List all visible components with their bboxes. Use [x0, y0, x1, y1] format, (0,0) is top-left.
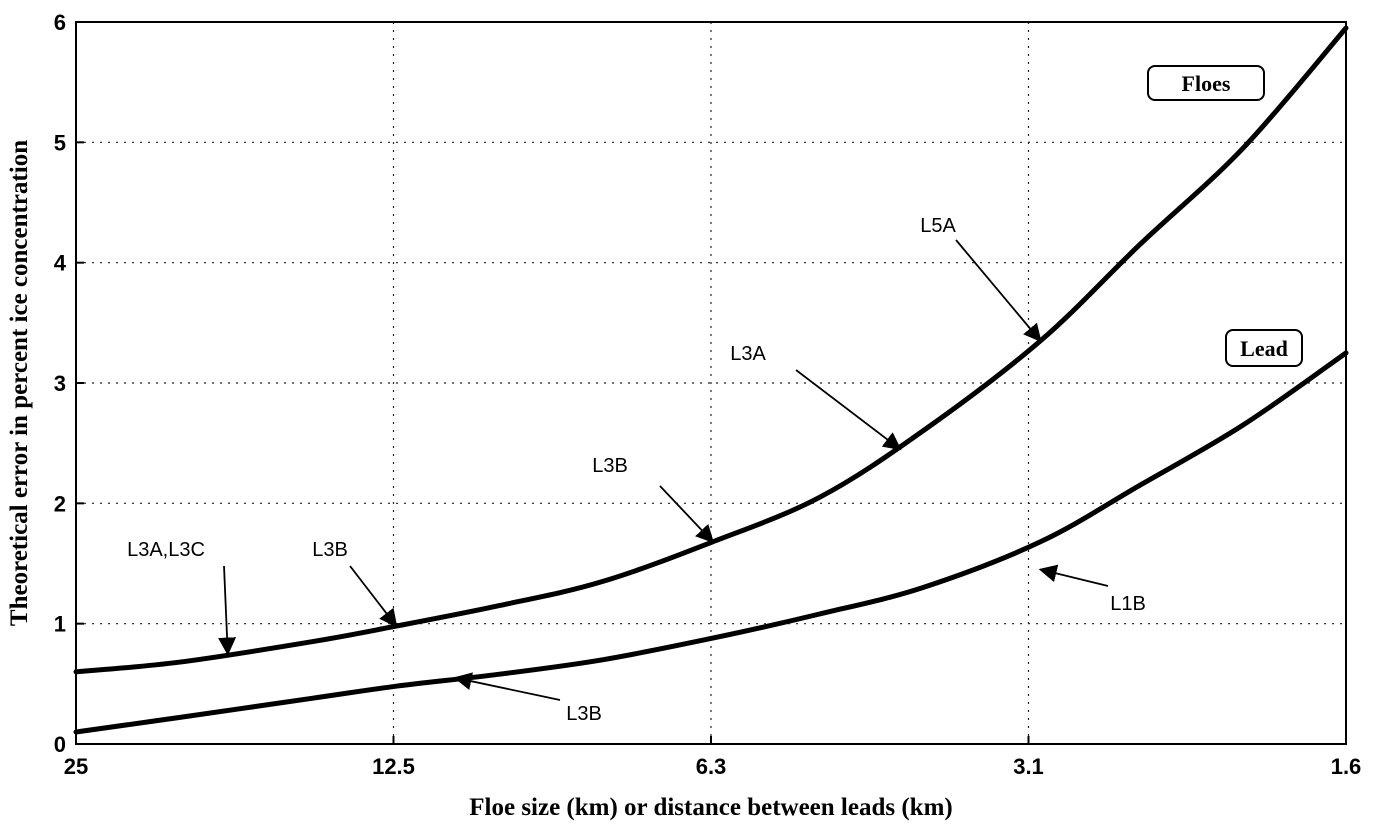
y-tick-label: 2	[54, 491, 66, 516]
label-box	[1147, 65, 1265, 101]
annotation-arrow	[955, 239, 1042, 343]
annotation-label: L3B	[592, 455, 628, 477]
y-tick-labels: 0 1 2 3 4 5 6	[54, 10, 84, 757]
annotation-arrow	[795, 369, 902, 451]
y-tick-label: 4	[54, 251, 67, 276]
annotation-label: L1B	[1110, 593, 1146, 615]
annotation-label: L3A	[730, 343, 766, 365]
annotation-layer: L5A L3A L3B L3A,L3C L3B L3B L1B	[127, 215, 1146, 725]
annotation-arrow	[349, 565, 398, 628]
y-axis-title: Theoretical error in percent ice concent…	[6, 140, 33, 626]
x-tick-label: 3.1	[1013, 754, 1044, 779]
x-tick-label: 6.3	[696, 754, 727, 779]
y-tick-label: 1	[54, 612, 66, 637]
annotation-arrow	[453, 672, 561, 701]
annotation-label: L5A	[920, 215, 956, 237]
series-layer	[73, 25, 1349, 735]
annotation-label: L3B	[566, 703, 602, 725]
legend-boxes: Floes Lead	[1147, 65, 1303, 367]
y-tick-label: 6	[54, 10, 66, 35]
annotation-arrow	[659, 485, 715, 544]
annotation-label: L3B	[312, 539, 348, 561]
label-box-text: Lead	[1240, 336, 1288, 361]
x-tick-labels: 25 12.5 6.3 3.1 1.6	[64, 736, 1362, 779]
label-box	[1225, 329, 1303, 367]
series-line-lead	[73, 350, 1349, 735]
y-tick-label: 5	[54, 130, 66, 155]
x-axis-title: Floe size (km) or distance between leads…	[469, 794, 952, 821]
annotation-arrow	[1038, 564, 1109, 587]
grid	[76, 22, 1346, 744]
x-tick-label: 25	[64, 754, 88, 779]
annotation-label: L3A,L3C	[127, 539, 205, 561]
series-line-floes	[73, 25, 1349, 675]
annotation-arrow	[218, 565, 237, 656]
x-tick-label: 12.5	[372, 754, 415, 779]
x-tick-label: 1.6	[1331, 754, 1362, 779]
y-tick-label: 0	[54, 732, 66, 757]
label-box-text: Floes	[1182, 71, 1231, 96]
y-tick-label: 3	[54, 371, 66, 396]
